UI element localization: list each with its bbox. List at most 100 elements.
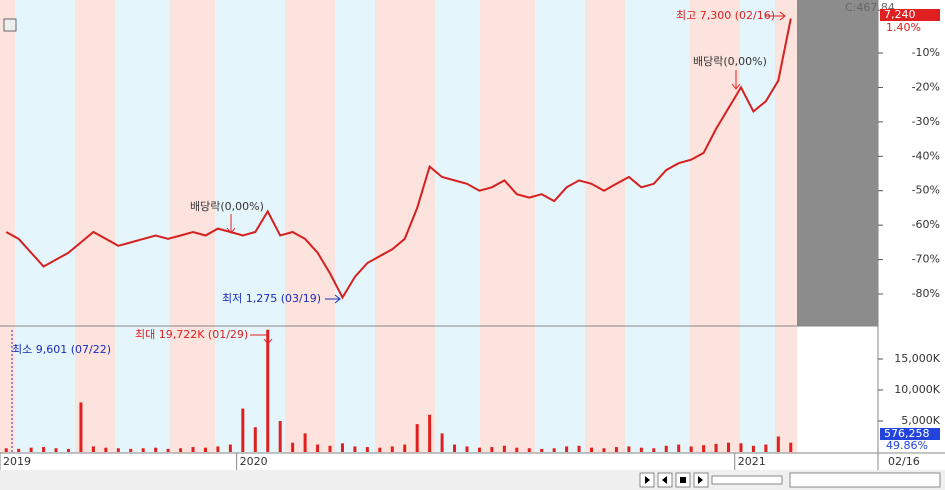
volume-bar [527, 448, 531, 452]
volume-bar [316, 444, 320, 452]
y-tick-label: -40% [912, 149, 940, 162]
period-stripe [480, 0, 535, 453]
annotation-dividend: 배당락(0,00%) [190, 200, 264, 213]
volume-last: 576,258 [884, 427, 930, 440]
volume-bar [203, 447, 207, 452]
volume-bar [465, 446, 469, 452]
x-tick-label: 2021 [738, 455, 766, 468]
volume-bar [365, 447, 369, 452]
period-stripe [435, 0, 480, 453]
period-stripe [75, 0, 115, 453]
period-stripe [690, 0, 740, 453]
period-stripe [285, 0, 335, 453]
volume-bar [590, 447, 594, 452]
volume-bar [266, 329, 270, 452]
volume-bar [253, 427, 257, 452]
last-value-box [880, 9, 940, 21]
volume-bar [91, 446, 95, 452]
annotation-volume-min: 최소 9,601 (07/22) [12, 343, 111, 356]
volume-bar [751, 445, 755, 452]
volume-bar [216, 446, 220, 452]
volume-bar [54, 448, 58, 452]
volume-ratio: 49.86% [886, 439, 928, 452]
volume-bar [552, 448, 556, 452]
volume-bar [241, 408, 245, 452]
x-tick-label: 2020 [240, 455, 268, 468]
volume-bar [614, 447, 618, 452]
scroll-controls[interactable] [639, 472, 941, 488]
period-stripe [535, 0, 585, 453]
volume-bar [129, 448, 133, 452]
volume-bar [490, 447, 494, 452]
y-tick-label: -80% [912, 287, 940, 300]
y-tick-label: 15,000K [894, 352, 940, 365]
volume-bar [702, 445, 706, 452]
annotation-low: 최저 1,275 (03/19) [222, 292, 321, 305]
volume-bar [79, 402, 83, 452]
y-tick-label: -50% [912, 184, 940, 197]
volume-bar [291, 442, 295, 452]
volume-bar [714, 443, 718, 452]
volume-bar [353, 446, 357, 452]
period-stripe [585, 0, 625, 453]
volume-bar [116, 448, 120, 452]
annotation-volume-max: 최대 19,722K (01/29) [135, 328, 248, 341]
volume-bar [477, 447, 481, 452]
period-stripe [0, 0, 15, 453]
volume-bar [191, 447, 195, 452]
settings-icon[interactable] [3, 18, 17, 32]
toolbar [0, 470, 945, 490]
volume-bar [639, 447, 643, 452]
change: 1.40% [886, 21, 921, 34]
period-stripe [740, 0, 775, 453]
y-tick-label: -60% [912, 218, 940, 231]
volume-bar [789, 442, 793, 452]
y-tick-label: 10,000K [894, 383, 940, 396]
volume-bar [390, 446, 394, 452]
period-stripe [115, 0, 170, 453]
volume-bar [328, 445, 332, 452]
volume-bar [17, 448, 21, 452]
volume-bar [166, 448, 170, 452]
period-stripe [625, 0, 690, 453]
volume-bar [776, 436, 780, 452]
volume-bar [415, 424, 419, 452]
volume-bar [602, 448, 606, 452]
volume-bar [66, 448, 70, 452]
volume-bar [179, 448, 183, 452]
price-line [5, 18, 792, 300]
volume-bar [764, 444, 768, 452]
volume-bar [502, 445, 506, 452]
period-stripe [215, 0, 285, 453]
volume-bar [29, 447, 33, 452]
volume-bar [154, 447, 158, 452]
volume-bar [104, 447, 108, 452]
period-stripe [335, 0, 375, 453]
period-stripe [775, 0, 797, 453]
arrow [325, 294, 341, 304]
volume-bar [4, 448, 8, 452]
y-tick-label: -70% [912, 253, 940, 266]
volume-bar [453, 444, 457, 452]
volume-bar [627, 446, 631, 452]
volume-bar [677, 444, 681, 452]
volume-bar [689, 446, 693, 452]
volume-bar [727, 442, 731, 452]
volume-bar [228, 444, 232, 452]
period-stripe [375, 0, 435, 453]
y-tick-label: -30% [912, 115, 940, 128]
volume-bar [577, 445, 581, 452]
arrow [765, 11, 786, 21]
volume-bar [428, 414, 432, 452]
volume-bar [515, 447, 519, 452]
period-stripe [15, 0, 75, 453]
volume-bar [652, 448, 656, 452]
volume-bar [739, 443, 743, 452]
volume-box [880, 428, 940, 440]
volume-bar [141, 448, 145, 452]
future-area [797, 0, 878, 326]
volume-bar [340, 443, 344, 452]
volume-bar [540, 448, 544, 452]
y-tick-label: -20% [912, 80, 940, 93]
